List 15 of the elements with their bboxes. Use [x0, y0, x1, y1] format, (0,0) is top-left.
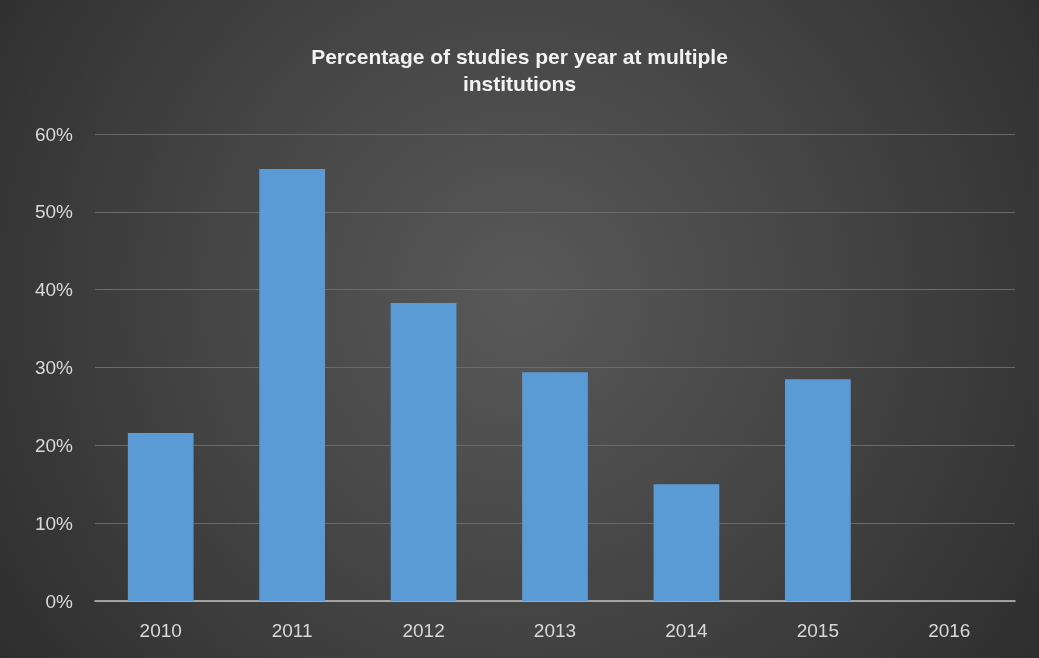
y-tick-label: 20%: [34, 434, 74, 456]
y-tick-label: 30%: [34, 357, 74, 378]
y-tick-label: 40%: [34, 279, 74, 301]
y-tick-label: 10%: [34, 512, 74, 534]
y-tick-label: 60%: [34, 123, 74, 145]
x-tick-label: 2015: [796, 620, 839, 641]
y-tick-label: 0%: [45, 590, 74, 612]
x-tick-label: 2014: [665, 620, 708, 641]
x-tick-label: 2013: [533, 620, 577, 641]
x-tick-label: 2011: [271, 620, 313, 641]
y-tick-label: 50%: [34, 201, 74, 223]
chart-title: Percentage of studies per year at multiple institutions: [311, 45, 728, 95]
x-tick-label: 2016: [928, 620, 971, 641]
x-tick-label: 2010: [139, 620, 182, 641]
x-tick-label: 2012: [402, 620, 445, 641]
